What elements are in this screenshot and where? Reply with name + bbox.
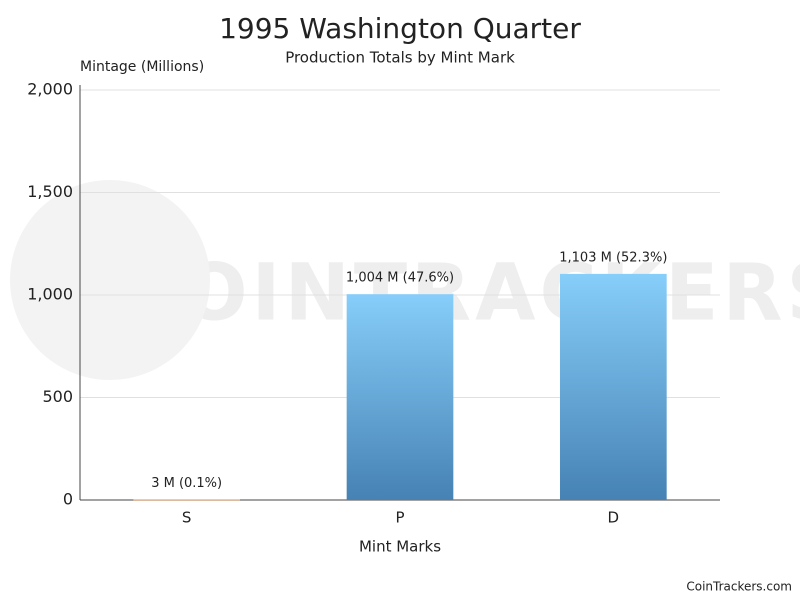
bar: [347, 294, 454, 500]
x-tick-label: P: [395, 509, 404, 527]
x-tick-label: S: [182, 509, 192, 527]
watermark-logo: [10, 180, 210, 380]
x-axis-title: Mint Marks: [359, 538, 441, 556]
y-tick-label: 0: [63, 490, 73, 509]
chart-title: 1995 Washington Quarter: [219, 12, 581, 45]
y-axis-title: Mintage (Millions): [80, 59, 204, 75]
credit: CoinTrackers.com: [686, 580, 792, 594]
x-tick-label: D: [608, 509, 620, 527]
y-tick-label: 1,500: [27, 182, 73, 201]
y-tick-label: 2,000: [27, 80, 73, 99]
watermark: COINTRACKERS: [120, 248, 800, 338]
y-tick-label: 1,000: [27, 285, 73, 304]
chart-subtitle: Production Totals by Mint Mark: [285, 49, 515, 67]
data-label: 1,103 M (52.3%): [559, 250, 667, 265]
bar: [560, 274, 667, 500]
data-label: 1,004 M (47.6%): [346, 271, 454, 286]
data-label: 3 M (0.1%): [151, 476, 222, 491]
bar: [133, 499, 240, 500]
y-tick-label: 500: [42, 387, 73, 406]
